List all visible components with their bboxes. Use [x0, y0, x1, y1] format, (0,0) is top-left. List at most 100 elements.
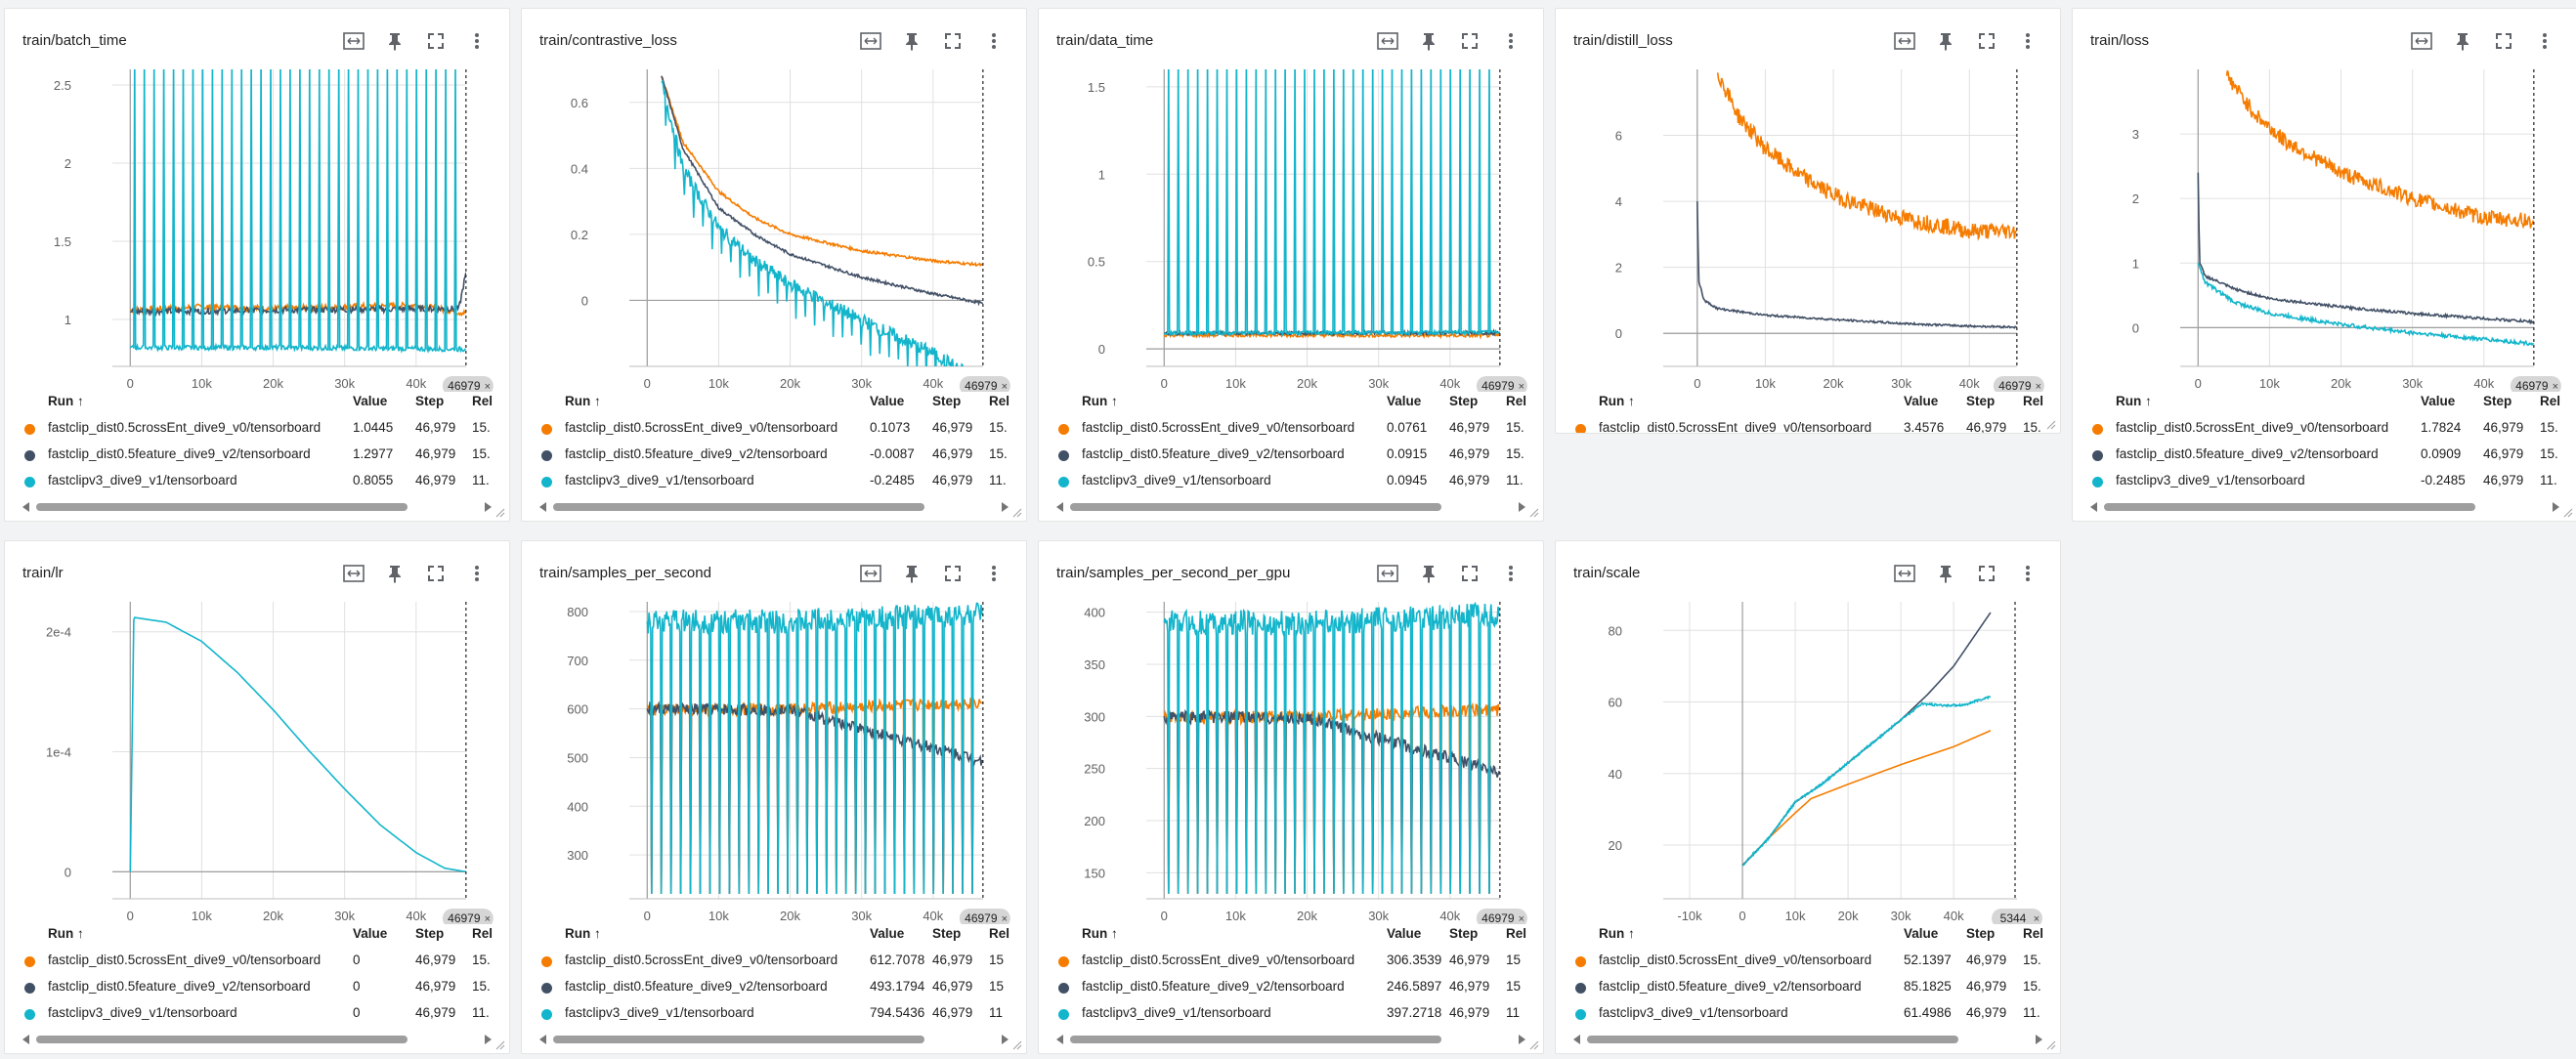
- relative-column-header[interactable]: Rel: [989, 394, 1010, 408]
- table-row[interactable]: fastclipv3_dive9_v1/tensorboard 0 46,979 11…: [5, 1005, 509, 1027]
- run-column-header[interactable]: Run ↑: [565, 926, 601, 941]
- fit-domain-icon[interactable]: [2401, 26, 2442, 56]
- table-row[interactable]: fastclip_dist0.5feature_dive9_v2/tensorb…: [522, 446, 1026, 468]
- step-badge[interactable]: 46979 ×: [442, 376, 494, 392]
- table-row[interactable]: fastclip_dist0.5crossEnt_dive9_v0/tensor…: [522, 420, 1026, 442]
- step-column-header[interactable]: Step: [415, 926, 445, 941]
- close-icon[interactable]: ×: [1519, 913, 1524, 924]
- scrollbar-thumb[interactable]: [1070, 1036, 1441, 1043]
- more-vert-icon[interactable]: [456, 559, 497, 588]
- resize-handle-icon[interactable]: [1527, 505, 1539, 518]
- fullscreen-icon[interactable]: [415, 26, 456, 56]
- table-row[interactable]: fastclip_dist0.5feature_dive9_v2/tensorb…: [1556, 979, 2060, 1000]
- relative-column-header[interactable]: Rel: [2023, 394, 2044, 408]
- horizontal-scrollbar[interactable]: [1056, 1034, 1525, 1045]
- pin-icon[interactable]: [891, 26, 932, 56]
- more-vert-icon[interactable]: [2007, 26, 2048, 56]
- pin-icon[interactable]: [374, 26, 415, 56]
- scroll-left-icon[interactable]: [22, 502, 29, 512]
- step-column-header[interactable]: Step: [932, 394, 962, 408]
- scroll-right-icon[interactable]: [1519, 502, 1525, 512]
- line-chart[interactable]: 0 10k 20k 30k 40k 1 1.5 2 2.5 46979 ×: [5, 69, 510, 392]
- horizontal-scrollbar[interactable]: [22, 1034, 492, 1045]
- line-chart[interactable]: -10k 0 10k 20k 30k 40k 20 40 60 80 5344 ×: [1556, 602, 2061, 924]
- run-column-header[interactable]: Run ↑: [48, 394, 84, 408]
- scroll-right-icon[interactable]: [1002, 1035, 1009, 1044]
- table-row[interactable]: fastclip_dist0.5feature_dive9_v2/tensorb…: [2073, 446, 2576, 468]
- table-row[interactable]: fastclip_dist0.5crossEnt_dive9_v0/tensor…: [522, 953, 1026, 974]
- run-column-header[interactable]: Run ↑: [48, 926, 84, 941]
- scroll-left-icon[interactable]: [1056, 1035, 1063, 1044]
- more-vert-icon[interactable]: [1490, 559, 1531, 588]
- value-column-header[interactable]: Value: [353, 394, 388, 408]
- horizontal-scrollbar[interactable]: [539, 501, 1009, 513]
- scroll-left-icon[interactable]: [539, 1035, 546, 1044]
- relative-column-header[interactable]: Rel: [1506, 926, 1527, 941]
- resize-handle-icon[interactable]: [2044, 417, 2056, 430]
- scroll-right-icon[interactable]: [485, 1035, 492, 1044]
- pin-icon[interactable]: [2442, 26, 2483, 56]
- step-badge[interactable]: 46979 ×: [1993, 376, 2044, 392]
- value-column-header[interactable]: Value: [1904, 394, 1939, 408]
- scrollbar-thumb[interactable]: [553, 503, 924, 511]
- step-column-header[interactable]: Step: [415, 394, 445, 408]
- step-badge[interactable]: 46979 ×: [442, 909, 494, 924]
- step-column-header[interactable]: Step: [932, 926, 962, 941]
- step-badge[interactable]: 46979 ×: [959, 909, 1010, 924]
- fit-domain-icon[interactable]: [1884, 26, 1925, 56]
- table-row[interactable]: fastclipv3_dive9_v1/tensorboard 397.2718 4…: [1039, 1005, 1543, 1027]
- resize-handle-icon[interactable]: [494, 1038, 505, 1050]
- run-column-header[interactable]: Run ↑: [1082, 394, 1118, 408]
- pin-icon[interactable]: [891, 559, 932, 588]
- pin-icon[interactable]: [1408, 26, 1449, 56]
- relative-column-header[interactable]: Rel: [472, 394, 494, 408]
- line-chart[interactable]: 0 10k 20k 30k 40k 0 0.5 1 1.5 46979 ×: [1039, 69, 1544, 392]
- line-chart[interactable]: 0 10k 20k 30k 40k 0 2 4 6 46979 ×: [1556, 69, 2061, 392]
- table-row[interactable]: fastclip_dist0.5crossEnt_dive9_v0/tensor…: [1556, 420, 2060, 433]
- line-chart[interactable]: 0 10k 20k 30k 40k 150 200 250 300 350 400 46979 ×: [1039, 602, 1544, 924]
- close-icon[interactable]: ×: [1002, 913, 1008, 924]
- more-vert-icon[interactable]: [973, 559, 1014, 588]
- scrollbar-thumb[interactable]: [1587, 1036, 1958, 1043]
- step-badge[interactable]: 5344 ×: [1992, 909, 2042, 924]
- more-vert-icon[interactable]: [2007, 559, 2048, 588]
- scrollbar-thumb[interactable]: [36, 503, 408, 511]
- close-icon[interactable]: ×: [485, 913, 491, 924]
- value-column-header[interactable]: Value: [1387, 394, 1422, 408]
- fullscreen-icon[interactable]: [932, 559, 973, 588]
- more-vert-icon[interactable]: [1490, 26, 1531, 56]
- pin-icon[interactable]: [374, 559, 415, 588]
- relative-column-header[interactable]: Rel: [1506, 394, 1527, 408]
- table-row[interactable]: fastclip_dist0.5crossEnt_dive9_v0/tensor…: [1039, 420, 1543, 442]
- value-column-header[interactable]: Value: [1904, 926, 1939, 941]
- table-row[interactable]: fastclipv3_dive9_v1/tensorboard -0.2485 46…: [522, 473, 1026, 494]
- scrollbar-thumb[interactable]: [36, 1036, 408, 1043]
- close-icon[interactable]: ×: [2036, 381, 2041, 392]
- more-vert-icon[interactable]: [2524, 26, 2565, 56]
- value-column-header[interactable]: Value: [870, 926, 905, 941]
- run-column-header[interactable]: Run ↑: [1599, 926, 1635, 941]
- close-icon[interactable]: ×: [485, 381, 491, 392]
- scroll-left-icon[interactable]: [22, 1035, 29, 1044]
- value-column-header[interactable]: Value: [353, 926, 388, 941]
- step-column-header[interactable]: Step: [1449, 394, 1479, 408]
- close-icon[interactable]: ×: [2034, 913, 2039, 924]
- table-row[interactable]: fastclip_dist0.5feature_dive9_v2/tensorb…: [5, 446, 509, 468]
- horizontal-scrollbar[interactable]: [539, 1034, 1009, 1045]
- horizontal-scrollbar[interactable]: [1573, 1034, 2042, 1045]
- relative-column-header[interactable]: Rel: [472, 926, 494, 941]
- run-column-header[interactable]: Run ↑: [2116, 394, 2152, 408]
- table-row[interactable]: fastclip_dist0.5feature_dive9_v2/tensorb…: [1039, 446, 1543, 468]
- table-row[interactable]: fastclip_dist0.5feature_dive9_v2/tensorb…: [522, 979, 1026, 1000]
- fullscreen-icon[interactable]: [2483, 26, 2524, 56]
- more-vert-icon[interactable]: [456, 26, 497, 56]
- pin-icon[interactable]: [1925, 559, 1966, 588]
- resize-handle-icon[interactable]: [1010, 505, 1022, 518]
- table-row[interactable]: fastclip_dist0.5crossEnt_dive9_v0/tensor…: [2073, 420, 2576, 442]
- step-column-header[interactable]: Step: [1449, 926, 1479, 941]
- table-row[interactable]: fastclip_dist0.5crossEnt_dive9_v0/tensor…: [1556, 953, 2060, 974]
- more-vert-icon[interactable]: [973, 26, 1014, 56]
- close-icon[interactable]: ×: [1002, 381, 1008, 392]
- step-column-header[interactable]: Step: [1966, 394, 1996, 408]
- horizontal-scrollbar[interactable]: [1056, 501, 1525, 513]
